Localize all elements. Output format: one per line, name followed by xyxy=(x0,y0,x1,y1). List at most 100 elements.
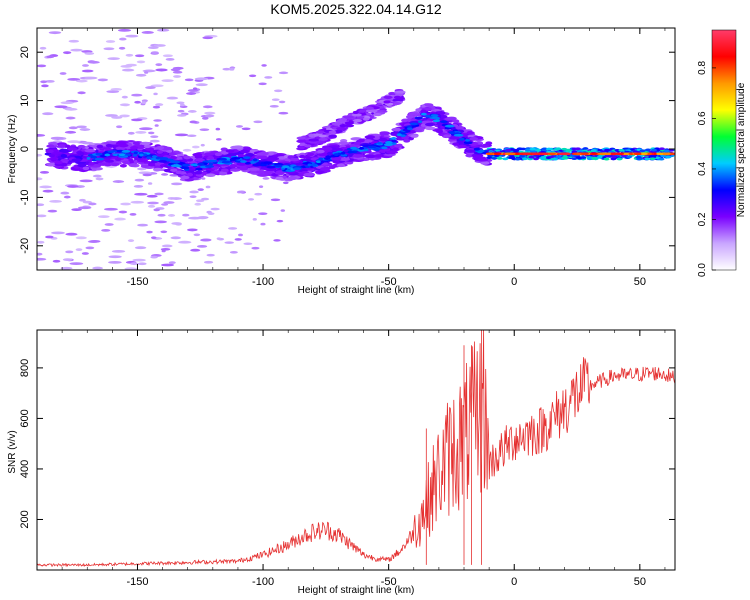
spectrogram-band-point xyxy=(604,148,611,152)
spectrogram-ridge-core xyxy=(146,156,152,160)
spectrogram-speckle xyxy=(153,208,160,212)
spectrogram-speckle xyxy=(134,192,148,196)
spectrogram-band-core xyxy=(531,152,540,156)
spectrogram-band-point xyxy=(545,147,552,151)
spectrogram-speckle xyxy=(146,194,158,198)
spectrogram-speckle xyxy=(37,252,43,256)
spectrogram-band-point xyxy=(610,155,617,159)
spectrogram-ridge-point xyxy=(175,170,183,175)
spectrogram-band-core xyxy=(639,152,648,156)
spectrogram-ridge-point xyxy=(220,168,229,173)
spectrogram-speckle xyxy=(131,93,143,97)
spectrogram-ridge-point xyxy=(204,152,215,156)
spectrogram-ridge-core xyxy=(252,158,258,162)
spectrogram-speckle xyxy=(81,252,89,255)
spectrogram-speckle xyxy=(153,92,158,96)
spectrogram-speckle xyxy=(65,116,76,120)
spectrogram-ridge-point xyxy=(337,141,349,146)
spectrogram-speckle xyxy=(147,182,153,185)
spectrogram-speckle xyxy=(229,251,238,254)
spectrogram-ridge-point xyxy=(451,119,460,123)
spectrogram-band-point xyxy=(548,155,555,159)
spectrogram-speckle xyxy=(280,209,286,212)
spectrogram-ridge-point xyxy=(229,168,241,172)
spectrogram-ridge-core xyxy=(132,153,138,157)
spectrogram-ridge-core xyxy=(86,157,91,160)
spectrogram-ridge-point xyxy=(156,150,164,154)
spectrogram-speckle xyxy=(251,246,260,250)
spectrogram-speckle xyxy=(228,227,238,230)
spectrogram-ridge-core xyxy=(318,157,324,161)
spectrogram-speckle xyxy=(138,171,152,175)
spectrogram-ridge-core xyxy=(292,167,302,171)
snr-ytick-label: 600 xyxy=(19,409,31,427)
spectrogram-speckle xyxy=(67,78,81,81)
spectrogram-speckle xyxy=(45,235,54,239)
spectrogram-ridge-point xyxy=(84,148,96,153)
spectrogram-ridge-core xyxy=(207,159,218,163)
spectrogram-speckle xyxy=(269,105,279,108)
spectrogram-band-core xyxy=(485,152,494,156)
spectrogram-ridge-point xyxy=(77,163,87,168)
spectrogram-band-core xyxy=(561,152,570,156)
spectrogram-speckle xyxy=(204,111,216,115)
spectrogram-ridge-core xyxy=(197,162,205,166)
spectrogram-ridge-point xyxy=(256,155,269,160)
spectrogram-branch-point xyxy=(308,134,315,138)
colorbar-tick-label: 0.0 xyxy=(697,263,708,277)
spectrogram-speckle xyxy=(273,239,281,242)
spectrogram-speckle xyxy=(97,215,110,219)
spectrogram-band-point xyxy=(574,147,581,151)
spectrogram-band-point xyxy=(658,147,665,151)
spectrogram-ridge-point xyxy=(485,141,493,145)
spectrogram-speckle xyxy=(137,262,147,266)
spectrogram-band-core xyxy=(507,152,516,156)
spectrogram-ridge-point xyxy=(394,144,403,148)
spectrogram-ridge-point xyxy=(147,162,157,167)
spectrogram-ridge-point xyxy=(220,151,229,155)
spectrogram-ridge-core xyxy=(281,165,290,169)
spectrogram-speckle xyxy=(37,64,47,68)
spectrogram-band-point xyxy=(632,150,639,154)
colorbar-tick-label: 0.2 xyxy=(697,212,708,226)
spectrogram-ridge-point xyxy=(245,153,254,157)
spectrogram-speckle xyxy=(270,198,281,202)
spectrogram-band-core xyxy=(547,152,556,156)
spectrogram-speckle xyxy=(194,77,209,81)
spectrogram-speckle xyxy=(50,136,64,140)
spectrogram-branch-point xyxy=(318,134,327,138)
spectrogram-speckle xyxy=(69,262,84,266)
spectrogram-ridge-point xyxy=(143,144,151,149)
spectrogram-ridge-point xyxy=(220,147,228,152)
spectrogram-speckle xyxy=(60,191,70,195)
spectrogram-ridge-point xyxy=(214,152,223,157)
spectrogram-speckle xyxy=(144,71,149,74)
spectrogram-speckle xyxy=(170,182,183,186)
spectrogram-ridge-core xyxy=(180,166,190,170)
spectrogram-speckle xyxy=(130,200,145,204)
spectrogram-speckle xyxy=(147,201,159,205)
chart-title: KOM5.2025.322.04.14.G12 xyxy=(270,1,441,17)
spectrogram-ridge-point xyxy=(122,160,130,165)
spectrogram-speckle xyxy=(105,40,116,43)
spectrogram-speckle xyxy=(108,261,122,264)
spectrogram-ridge-point xyxy=(403,139,411,143)
spectrogram-speckle xyxy=(79,179,93,183)
spectrogram-speckle xyxy=(177,109,185,113)
spectrogram-band-point xyxy=(491,157,498,160)
spectrogram-ridge-core xyxy=(406,127,413,131)
spectrogram-speckle xyxy=(200,143,205,147)
spectrogram-ridge-point xyxy=(392,127,402,132)
spectrogram-ridge-point xyxy=(256,170,265,174)
spectrogram-ridge-point xyxy=(71,158,82,162)
spectrogram-speckle xyxy=(197,188,204,192)
spectrogram-branch-point xyxy=(365,106,375,110)
spectrogram-branch-point xyxy=(336,126,347,131)
spectrogram-speckle xyxy=(121,68,135,72)
spectrogram-speckle xyxy=(135,131,147,134)
spectrogram-speckle xyxy=(121,95,128,99)
spectrogram-ridge-core xyxy=(459,137,465,141)
spectrogram-branch-point xyxy=(343,124,355,128)
spectrogram-speckle xyxy=(166,96,179,100)
spectrogram-ridge-point xyxy=(239,166,249,171)
